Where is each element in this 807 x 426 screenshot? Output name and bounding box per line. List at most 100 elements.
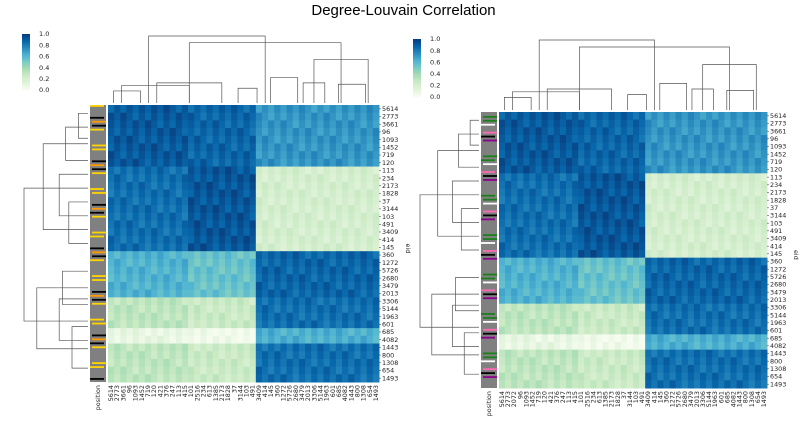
heatmap-cell xyxy=(274,151,281,160)
heatmap-cell xyxy=(553,211,561,220)
heatmap-cell xyxy=(505,372,512,381)
heatmap-cell xyxy=(693,296,701,305)
heatmap-cell xyxy=(188,128,195,137)
heatmap-cell xyxy=(212,120,220,129)
heatmap-cell xyxy=(553,257,561,266)
heatmap-cell xyxy=(651,280,658,289)
heatmap-cell xyxy=(760,188,768,197)
heatmap-cell xyxy=(181,166,189,175)
row-label: 3306 xyxy=(770,304,786,312)
column-label: 2516 xyxy=(583,391,591,407)
heatmap-cell xyxy=(261,158,269,168)
heatmap-cell xyxy=(120,143,127,152)
heatmap-cell xyxy=(541,334,549,343)
heatmap-cell xyxy=(342,158,349,168)
heatmap-cell xyxy=(243,143,251,152)
heatmap-cell xyxy=(633,204,640,213)
heatmap-cell xyxy=(163,328,171,337)
heatmap-cell xyxy=(657,165,664,174)
column-label: 613 xyxy=(206,385,214,397)
heatmap-cell xyxy=(566,234,573,243)
heatmap-cell xyxy=(311,235,318,244)
heatmap-cell xyxy=(700,311,707,320)
heatmap-cell xyxy=(120,328,127,337)
heatmap-cell xyxy=(323,358,331,368)
heatmap-cell xyxy=(323,251,331,260)
heatmap-cell xyxy=(754,334,762,343)
heatmap-cell xyxy=(572,158,579,167)
row-label: 3479 xyxy=(382,282,398,290)
heatmap-cell xyxy=(645,280,652,289)
heatmap-cell xyxy=(138,297,146,306)
heatmap-cell xyxy=(505,380,512,389)
heatmap-cell xyxy=(541,357,549,366)
heatmap-cell xyxy=(657,326,664,335)
heatmap-cell xyxy=(132,297,140,306)
heatmap-cell xyxy=(108,297,115,306)
row-label: 1093 xyxy=(770,143,786,151)
column-label: 2072 xyxy=(510,391,518,407)
heatmap-cell xyxy=(742,273,750,282)
heatmap-cell xyxy=(572,342,579,351)
heatmap-cell xyxy=(342,220,349,229)
heatmap-cell xyxy=(547,181,555,190)
heatmap-cell xyxy=(342,112,349,121)
heatmap-cell xyxy=(354,212,362,221)
heatmap-cell xyxy=(243,197,251,206)
heatmap-cell xyxy=(218,297,226,306)
heatmap-cell xyxy=(718,349,725,358)
heatmap-cell xyxy=(547,296,555,305)
heatmap-cell xyxy=(132,197,140,206)
heatmap-cell xyxy=(243,297,251,306)
heatmap-cell xyxy=(559,173,567,182)
heatmap-cell xyxy=(736,242,744,251)
heatmap-cell xyxy=(718,181,725,190)
heatmap-cell xyxy=(639,142,646,151)
heatmap-cell xyxy=(566,242,573,251)
heatmap-cell xyxy=(657,181,664,190)
heatmap-cell xyxy=(651,112,658,121)
heatmap-cell xyxy=(700,142,707,151)
heatmap-cell xyxy=(499,372,506,381)
heatmap-cell xyxy=(348,366,355,375)
heatmap-cell xyxy=(286,281,294,291)
heatmap-cell xyxy=(317,335,325,345)
colorbar-segment xyxy=(413,76,421,79)
row-label: 234 xyxy=(382,174,394,182)
heatmap-cell xyxy=(553,127,561,136)
heatmap-cell xyxy=(681,380,689,389)
heatmap-cell xyxy=(645,142,652,151)
heatmap-cell xyxy=(317,189,325,198)
heatmap-cell xyxy=(620,257,628,266)
heatmap-cell xyxy=(298,258,306,268)
heatmap-cell xyxy=(286,274,294,283)
heatmap-cell xyxy=(169,289,177,298)
heatmap-cell xyxy=(342,366,349,375)
heatmap-cell xyxy=(286,174,294,183)
heatmap-cell xyxy=(675,234,683,243)
heatmap-cell xyxy=(157,151,164,160)
heatmap-cell xyxy=(559,142,567,151)
heatmap-cell xyxy=(311,266,318,275)
heatmap-cell xyxy=(175,112,183,121)
heatmap-cell xyxy=(736,158,744,167)
heatmap-cell xyxy=(681,135,689,144)
heatmap-cell xyxy=(529,181,537,190)
column-label: 3409 xyxy=(255,385,263,401)
heatmap-cell xyxy=(366,205,374,214)
heatmap-cell xyxy=(614,127,622,136)
heatmap-cell xyxy=(535,204,543,213)
row-label: 414 xyxy=(770,242,782,250)
heatmap-cell xyxy=(748,380,756,389)
heatmap-cell xyxy=(237,351,244,360)
heatmap-cell xyxy=(311,281,318,291)
heatmap-cell xyxy=(372,243,380,252)
heatmap-cell xyxy=(163,320,171,329)
heatmap-cell xyxy=(687,119,695,128)
heatmap-cell xyxy=(366,212,374,221)
heatmap-cell xyxy=(335,312,343,321)
heatmap-cell xyxy=(596,326,604,335)
heatmap-cell xyxy=(181,335,189,345)
heatmap-cell xyxy=(218,251,226,260)
heatmap-cell xyxy=(700,250,707,259)
